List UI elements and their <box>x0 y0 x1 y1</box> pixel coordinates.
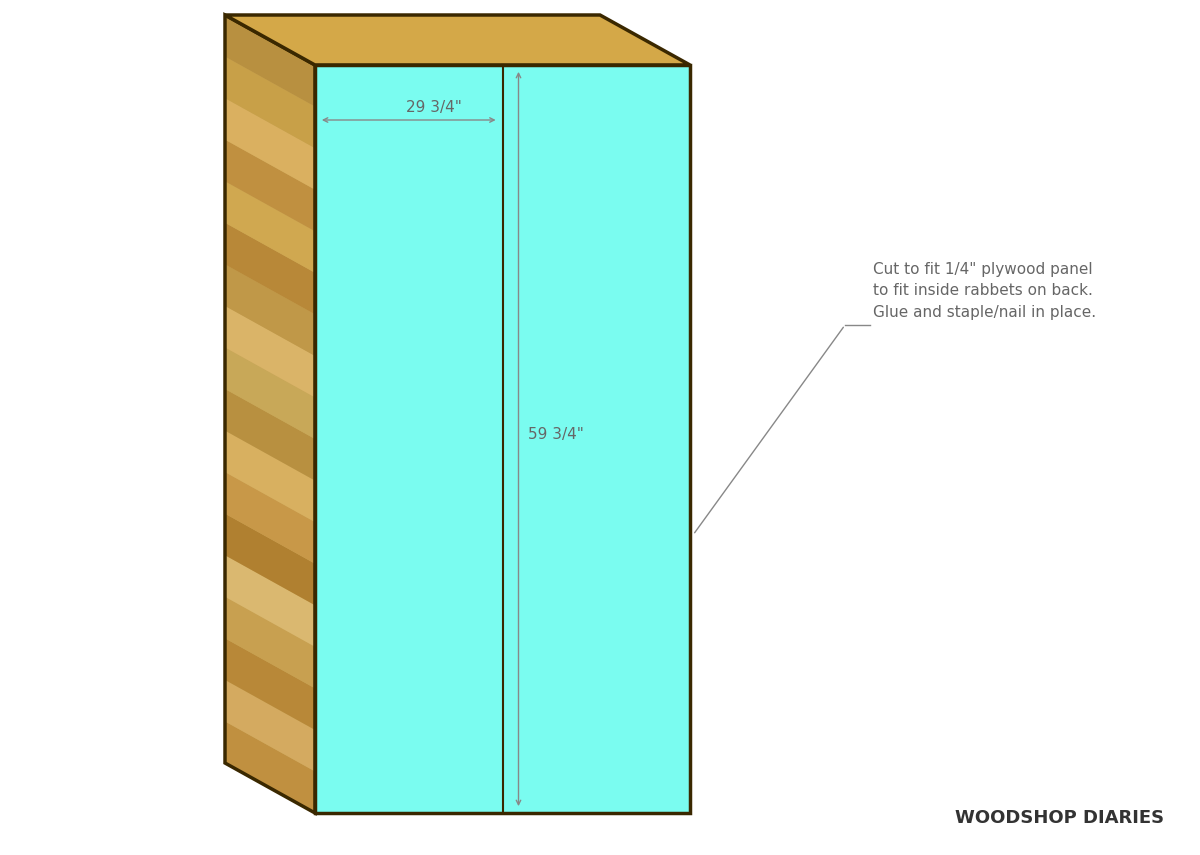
Polygon shape <box>226 56 314 148</box>
Polygon shape <box>226 597 316 688</box>
Polygon shape <box>226 139 316 231</box>
Text: 29 3/4": 29 3/4" <box>406 100 462 115</box>
Polygon shape <box>226 680 314 771</box>
Polygon shape <box>314 65 690 813</box>
Polygon shape <box>226 98 314 190</box>
Polygon shape <box>226 472 316 563</box>
Text: Cut to fit 1/4" plywood panel
to fit inside rabbets on back.
Glue and staple/nai: Cut to fit 1/4" plywood panel to fit ins… <box>872 262 1096 320</box>
Polygon shape <box>226 306 314 398</box>
Polygon shape <box>226 15 314 813</box>
Polygon shape <box>226 15 690 65</box>
Text: 59 3/4": 59 3/4" <box>528 427 584 441</box>
Polygon shape <box>226 347 314 439</box>
Polygon shape <box>226 223 314 315</box>
Polygon shape <box>226 264 314 356</box>
Polygon shape <box>226 639 314 730</box>
Polygon shape <box>226 431 316 522</box>
Polygon shape <box>226 181 316 273</box>
Polygon shape <box>226 555 316 646</box>
Polygon shape <box>226 15 314 107</box>
Polygon shape <box>226 389 314 481</box>
Polygon shape <box>226 722 314 813</box>
Text: WOODSHOP DIARIES: WOODSHOP DIARIES <box>955 809 1164 827</box>
Polygon shape <box>226 514 314 605</box>
